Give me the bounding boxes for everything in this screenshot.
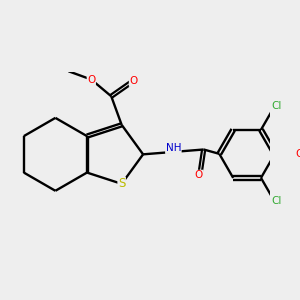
Text: O: O	[295, 149, 300, 159]
Text: NH: NH	[166, 143, 181, 153]
Text: S: S	[118, 177, 125, 190]
Text: Cl: Cl	[272, 101, 282, 111]
Text: O: O	[87, 74, 95, 85]
Text: O: O	[195, 170, 203, 180]
Text: Cl: Cl	[272, 196, 282, 206]
Text: O: O	[129, 76, 138, 86]
